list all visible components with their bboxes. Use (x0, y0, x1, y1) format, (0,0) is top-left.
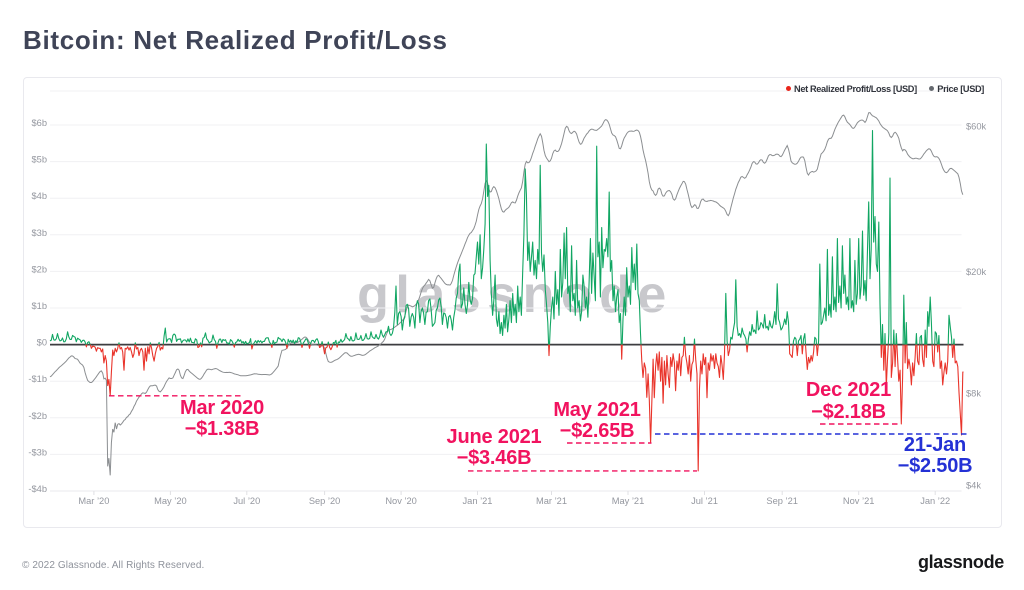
svg-text:-$4b: -$4b (28, 484, 47, 494)
svg-text:$5b: $5b (31, 155, 47, 165)
svg-text:$4k: $4k (966, 480, 981, 490)
svg-text:Jul ’21: Jul ’21 (691, 496, 718, 506)
svg-text:Mar ’21: Mar ’21 (536, 496, 567, 506)
svg-text:Jul ’20: Jul ’20 (233, 496, 260, 506)
svg-text:$1b: $1b (31, 301, 47, 311)
svg-text:$20k: $20k (966, 267, 987, 277)
svg-text:May ’21: May ’21 (612, 496, 645, 506)
svg-text:Sep ’21: Sep ’21 (766, 496, 798, 506)
svg-text:$8k: $8k (966, 389, 981, 399)
svg-text:$2b: $2b (31, 264, 47, 274)
svg-text:Jan ’22: Jan ’22 (920, 496, 950, 506)
svg-text:$4b: $4b (31, 191, 47, 201)
svg-text:Jan ’21: Jan ’21 (463, 496, 493, 506)
svg-text:May ’20: May ’20 (154, 496, 187, 506)
svg-text:$6b: $6b (31, 118, 47, 128)
svg-text:Sep ’20: Sep ’20 (309, 496, 341, 506)
svg-text:Nov ’21: Nov ’21 (843, 496, 875, 506)
svg-text:Nov ’20: Nov ’20 (385, 496, 417, 506)
svg-text:-$3b: -$3b (28, 447, 47, 457)
svg-text:Mar ’20: Mar ’20 (78, 496, 109, 506)
svg-text:-$2b: -$2b (28, 411, 47, 421)
svg-text:$0: $0 (37, 338, 47, 348)
svg-text:-$1b: -$1b (28, 374, 47, 384)
svg-text:$60k: $60k (966, 121, 987, 131)
svg-text:$3b: $3b (31, 228, 47, 238)
